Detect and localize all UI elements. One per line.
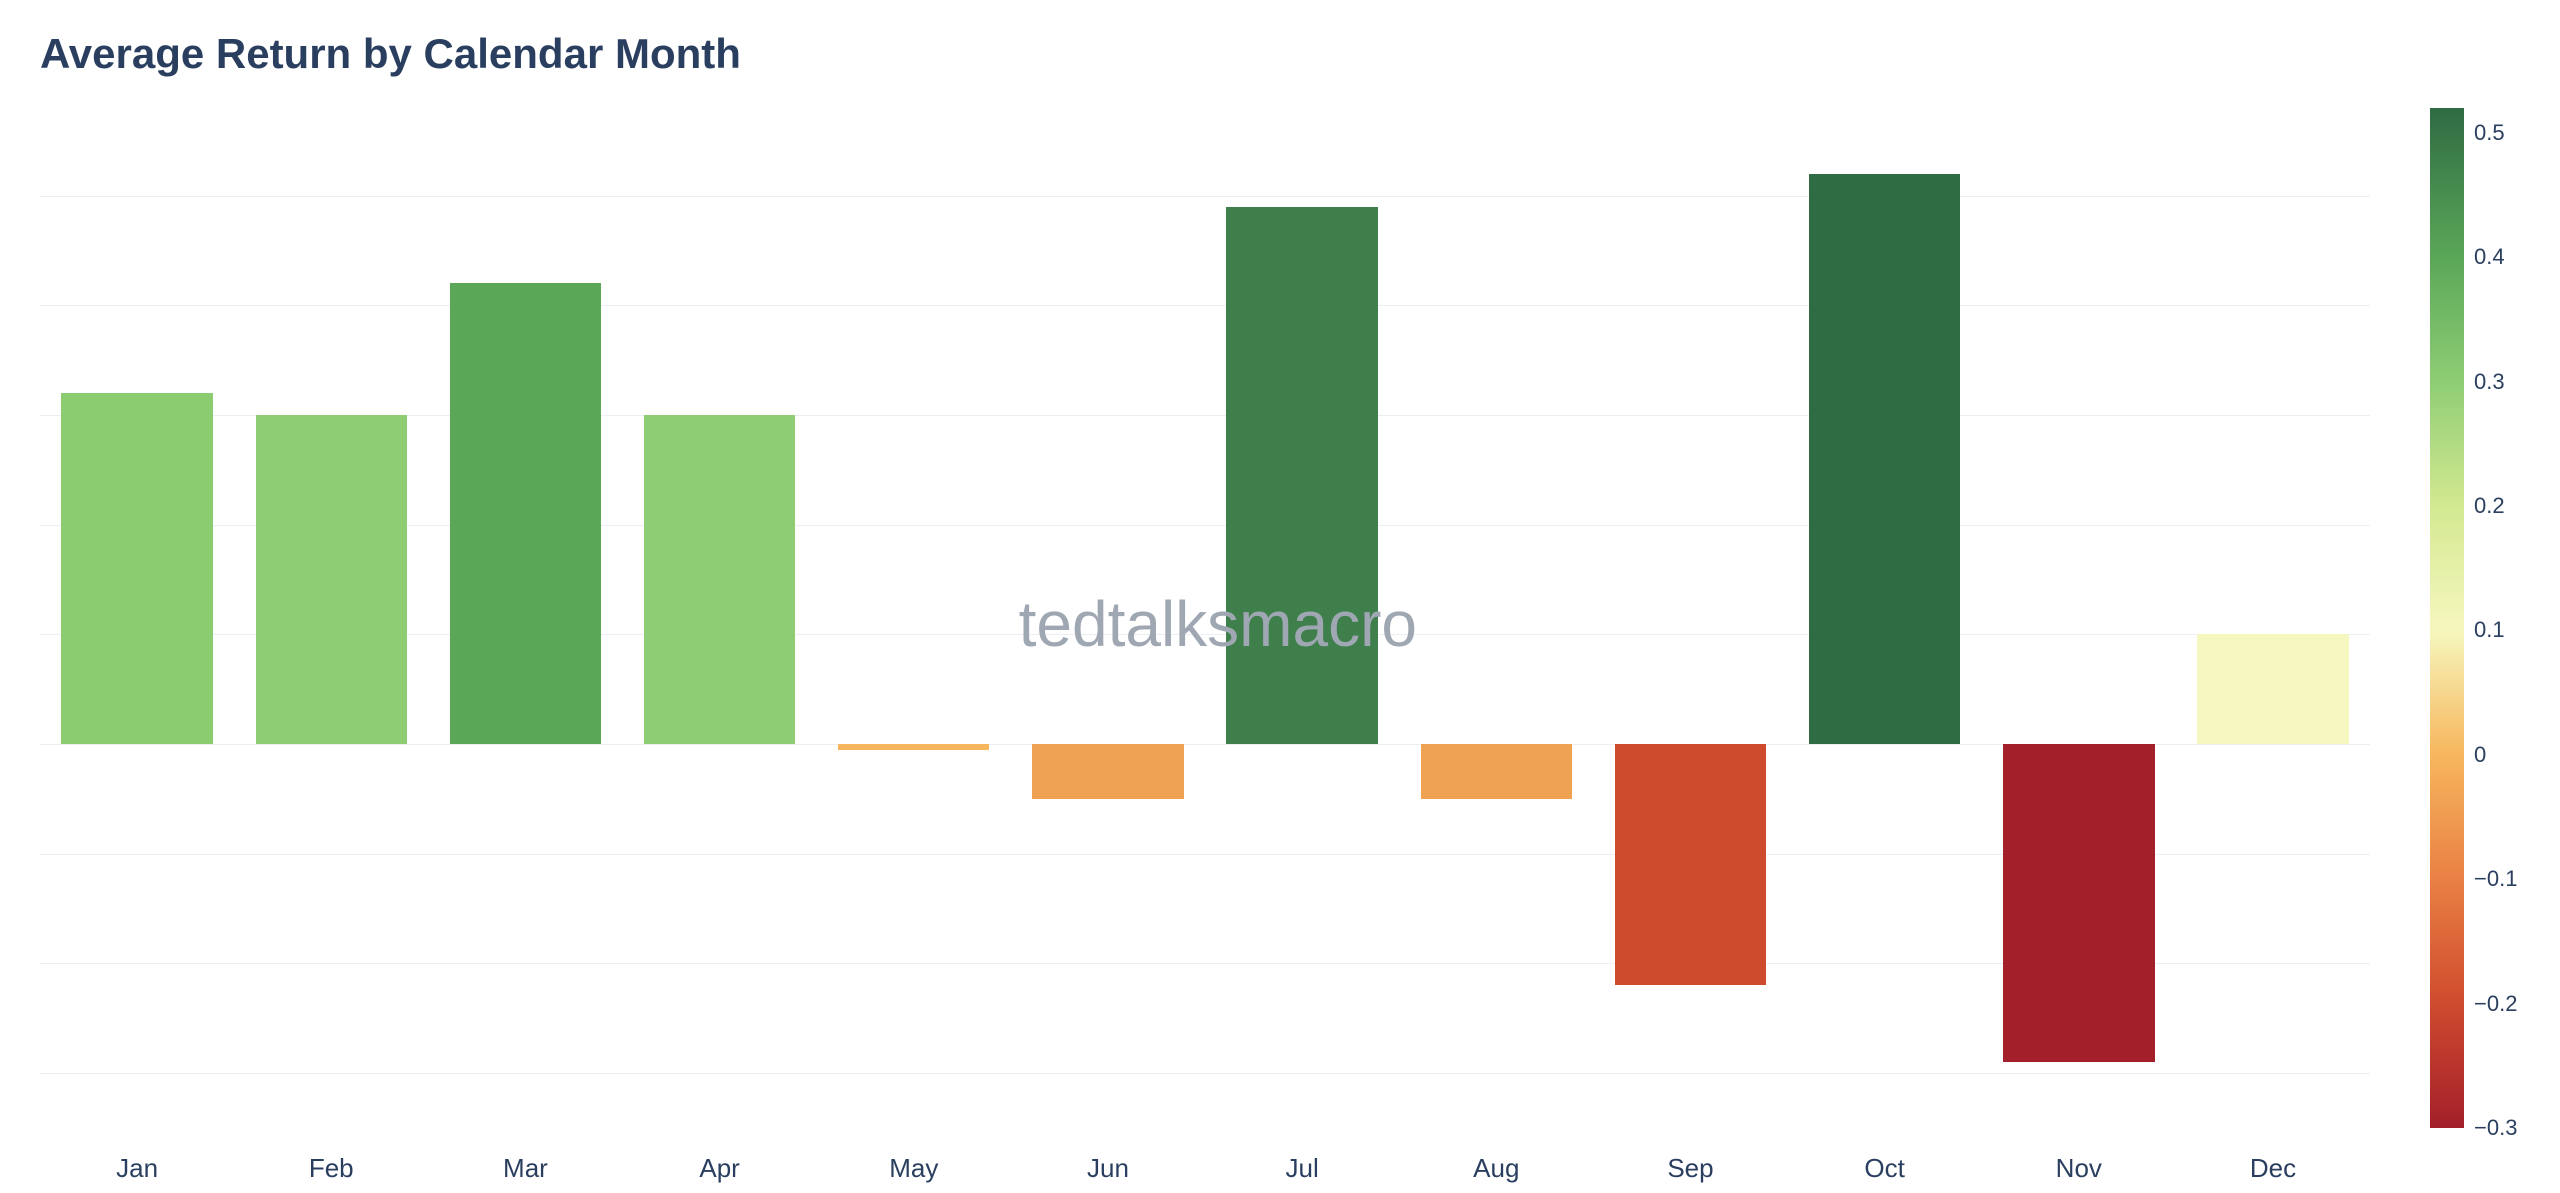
colorbar-tick: 0 <box>2474 742 2486 768</box>
x-label: Nov <box>1982 1153 2176 1184</box>
bar-nov <box>2003 744 2154 1062</box>
x-label: Apr <box>623 1153 817 1184</box>
colorbar-tick: 0.1 <box>2474 617 2505 643</box>
x-axis: JanFebMarAprMayJunJulAugSepOctNovDec <box>40 1153 2370 1184</box>
colorbar-ticks: −0.3−0.2−0.100.10.20.30.40.5 <box>2464 108 2520 1128</box>
chart-container: Average Return by Calendar Month tedtalk… <box>0 0 2560 1193</box>
bar-slot <box>1593 108 1787 1128</box>
x-label: May <box>817 1153 1011 1184</box>
x-label: Mar <box>428 1153 622 1184</box>
x-label: Jul <box>1205 1153 1399 1184</box>
bar-may <box>838 744 989 749</box>
x-label: Sep <box>1593 1153 1787 1184</box>
x-label: Feb <box>234 1153 428 1184</box>
colorbar-tick: −0.2 <box>2474 991 2517 1017</box>
plot-row: tedtalksmacro JanFebMarAprMayJunJulAugSe… <box>40 108 2520 1128</box>
bar-slot <box>2176 108 2370 1128</box>
bar-slot <box>1011 108 1205 1128</box>
bar-slot <box>40 108 234 1128</box>
bar-dec <box>2197 634 2348 744</box>
bar-aug <box>1421 744 1572 799</box>
bar-slot <box>817 108 1011 1128</box>
colorbar-tick: 0.3 <box>2474 369 2505 395</box>
x-label: Dec <box>2176 1153 2370 1184</box>
bar-jul <box>1226 207 1377 744</box>
x-label: Aug <box>1399 1153 1593 1184</box>
bar-mar <box>450 283 601 744</box>
bar-slot <box>1399 108 1593 1128</box>
bar-jan <box>61 393 212 744</box>
plot-area: tedtalksmacro JanFebMarAprMayJunJulAugSe… <box>40 108 2370 1128</box>
chart-title: Average Return by Calendar Month <box>40 30 2520 78</box>
bar-sep <box>1615 744 1766 985</box>
colorbar-gradient <box>2430 108 2464 1128</box>
bar-jun <box>1032 744 1183 799</box>
bar-slot <box>1205 108 1399 1128</box>
bar-slot <box>1982 108 2176 1128</box>
x-label: Oct <box>1788 1153 1982 1184</box>
bar-apr <box>644 415 795 744</box>
colorbar-tick: 0.4 <box>2474 244 2505 270</box>
colorbar-tick: −0.3 <box>2474 1115 2517 1141</box>
bar-oct <box>1809 174 1960 744</box>
x-label: Jan <box>40 1153 234 1184</box>
bar-slot <box>1788 108 1982 1128</box>
bar-feb <box>256 415 407 744</box>
colorbar: −0.3−0.2−0.100.10.20.30.40.5 <box>2430 108 2520 1128</box>
bars <box>40 108 2370 1128</box>
bar-slot <box>234 108 428 1128</box>
bar-slot <box>428 108 622 1128</box>
colorbar-tick: 0.5 <box>2474 120 2505 146</box>
colorbar-tick: 0.2 <box>2474 493 2505 519</box>
x-label: Jun <box>1011 1153 1205 1184</box>
bar-slot <box>623 108 817 1128</box>
colorbar-tick: −0.1 <box>2474 866 2517 892</box>
